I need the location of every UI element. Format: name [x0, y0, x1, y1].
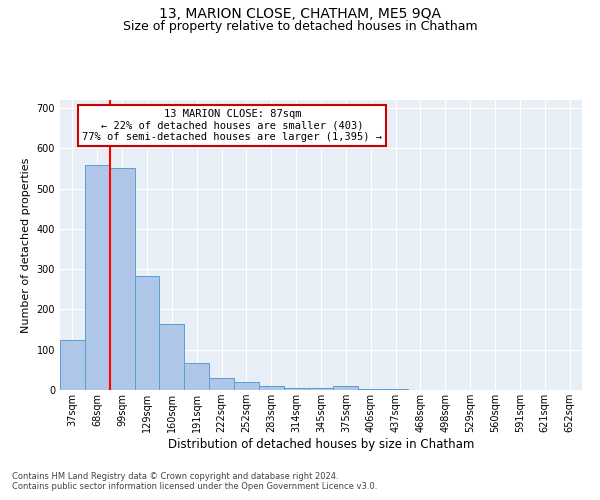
Bar: [134, 276, 160, 390]
Y-axis label: Number of detached properties: Number of detached properties: [21, 158, 31, 332]
X-axis label: Distribution of detached houses by size in Chatham: Distribution of detached houses by size …: [168, 438, 474, 451]
Bar: [60, 340, 85, 390]
Bar: [308, 388, 334, 390]
Bar: [85, 165, 110, 390]
Text: 13, MARION CLOSE, CHATHAM, ME5 9QA: 13, MARION CLOSE, CHATHAM, ME5 9QA: [159, 8, 441, 22]
Bar: [234, 382, 259, 390]
Bar: [259, 386, 284, 390]
Text: Contains HM Land Registry data © Crown copyright and database right 2024.: Contains HM Land Registry data © Crown c…: [12, 472, 338, 481]
Bar: [184, 362, 209, 390]
Text: Size of property relative to detached houses in Chatham: Size of property relative to detached ho…: [122, 20, 478, 33]
Bar: [160, 324, 184, 390]
Text: 13 MARION CLOSE: 87sqm
← 22% of detached houses are smaller (403)
77% of semi-de: 13 MARION CLOSE: 87sqm ← 22% of detached…: [82, 108, 382, 142]
Bar: [358, 389, 383, 390]
Text: Contains public sector information licensed under the Open Government Licence v3: Contains public sector information licen…: [12, 482, 377, 491]
Bar: [110, 168, 134, 390]
Bar: [209, 378, 234, 390]
Bar: [383, 389, 408, 390]
Bar: [334, 386, 358, 390]
Bar: [284, 388, 308, 390]
